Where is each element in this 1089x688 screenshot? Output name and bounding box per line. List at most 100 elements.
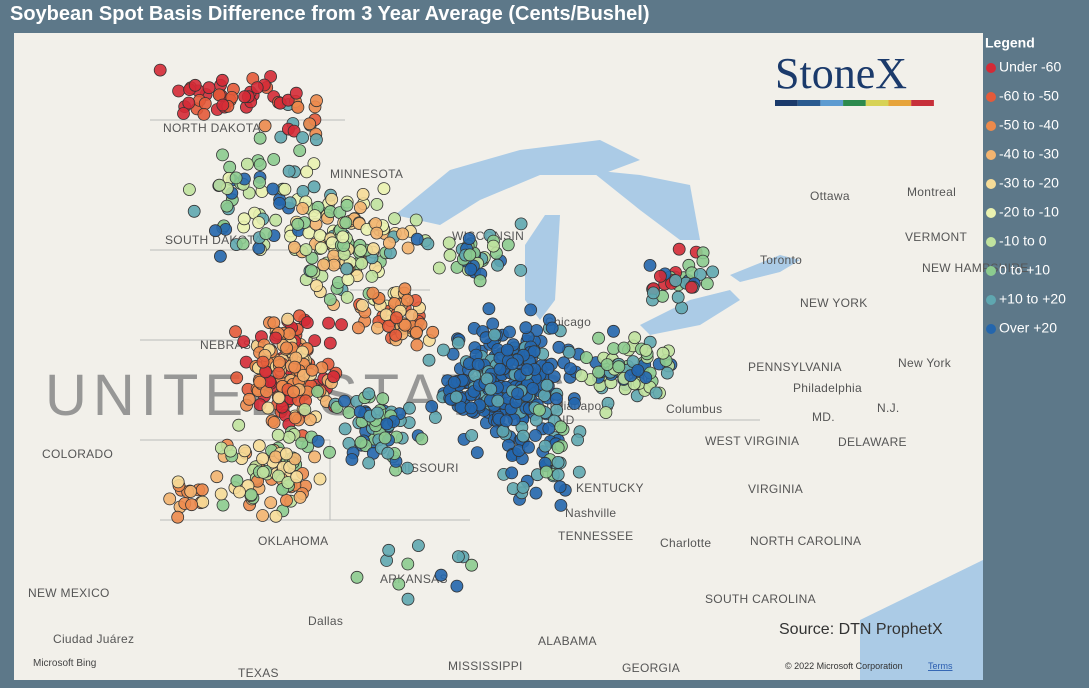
location-dot [505, 466, 519, 480]
title: Soybean Spot Basis Difference from 3 Yea… [10, 3, 650, 25]
location-dot [654, 269, 667, 283]
location-dot [669, 274, 682, 288]
location-dot [428, 411, 442, 424]
location-dot [291, 100, 305, 114]
location-dot [356, 187, 370, 201]
location-dot [482, 302, 496, 316]
location-dot [290, 470, 304, 484]
location-dot [554, 420, 568, 434]
location-dot [516, 480, 530, 494]
location-dot [215, 73, 229, 87]
location-dot [229, 325, 242, 339]
location-dot [442, 236, 456, 250]
location-dot [300, 316, 314, 330]
location-dot [434, 568, 448, 582]
location-dot [184, 485, 198, 498]
location-dot [340, 262, 354, 276]
location-dot [506, 357, 519, 371]
map-label: Philadelphia [793, 381, 862, 395]
location-dot [538, 439, 552, 453]
location-dot [288, 411, 302, 425]
legend-label: -50 to -40 [999, 117, 1059, 133]
location-dot [233, 485, 246, 499]
location-dot [553, 480, 567, 494]
location-dot [381, 446, 395, 460]
location-dot [304, 264, 318, 278]
location-dot [564, 362, 577, 376]
location-dot [400, 293, 414, 307]
location-dot [382, 319, 395, 333]
location-dot [552, 340, 566, 354]
location-dot [317, 258, 331, 272]
location-dot [208, 224, 222, 238]
location-dot [177, 107, 190, 120]
location-dot [643, 258, 657, 272]
location-dot [473, 274, 487, 288]
legend-swatch [986, 324, 996, 334]
location-dot [216, 98, 230, 112]
location-dot [425, 400, 439, 413]
location-dot [378, 431, 392, 445]
location-dot [382, 236, 396, 250]
location-dot [706, 265, 719, 279]
map-label: Columbus [666, 402, 722, 416]
location-dot [401, 592, 415, 606]
location-dot [172, 84, 186, 98]
location-dot [465, 429, 479, 442]
location-dot [303, 413, 317, 427]
location-dot [310, 279, 324, 293]
terms-link[interactable]: Terms [928, 661, 953, 671]
location-dot [436, 343, 450, 357]
location-dot [287, 240, 301, 254]
location-dot [281, 93, 295, 107]
location-dot [279, 447, 293, 461]
location-dot [182, 96, 196, 110]
location-dot [696, 254, 710, 268]
location-dot [551, 468, 565, 482]
location-dot [370, 406, 384, 420]
location-dot [303, 117, 317, 131]
location-dot [409, 325, 423, 339]
location-dot [269, 213, 283, 227]
location-dot [421, 237, 435, 251]
location-dot [415, 432, 429, 446]
location-dot [484, 382, 498, 396]
source: Source: DTN ProphetX [779, 621, 943, 638]
map-label: DELAWARE [838, 435, 907, 449]
location-dot [322, 316, 336, 330]
location-dot [464, 401, 478, 415]
location-dot [607, 324, 620, 338]
location-dot [253, 375, 267, 389]
location-dot [562, 345, 576, 359]
map-label: Toronto [760, 253, 802, 267]
location-dot [401, 241, 415, 255]
location-dot [396, 227, 410, 241]
location-dot [237, 335, 251, 349]
location-dot [261, 401, 275, 415]
legend-label: 0 to +10 [999, 262, 1050, 278]
map-label: COLORADO [42, 447, 113, 461]
map-label: OKLAHOMA [258, 534, 328, 548]
location-dot [287, 385, 301, 399]
map-label: ALABAMA [538, 634, 597, 648]
location-dot [293, 490, 307, 504]
map-label: NEW HAMPSHIRE [922, 261, 1029, 275]
location-dot [213, 249, 227, 263]
location-dot [470, 446, 484, 460]
location-dot [250, 81, 264, 94]
location-dot [503, 325, 516, 339]
location-dot [296, 202, 310, 215]
legend-swatch [986, 237, 996, 247]
location-dot [471, 357, 485, 371]
legend-label: Under -60 [999, 59, 1061, 75]
location-dot [252, 241, 266, 255]
logo: StoneX [775, 49, 907, 98]
location-dot [355, 256, 369, 270]
location-dot [256, 465, 270, 479]
location-dot [580, 351, 593, 365]
location-dot [323, 445, 336, 459]
location-dot [388, 212, 401, 226]
location-dot [451, 550, 465, 563]
location-dot [291, 217, 305, 231]
legend-swatch [986, 63, 996, 73]
